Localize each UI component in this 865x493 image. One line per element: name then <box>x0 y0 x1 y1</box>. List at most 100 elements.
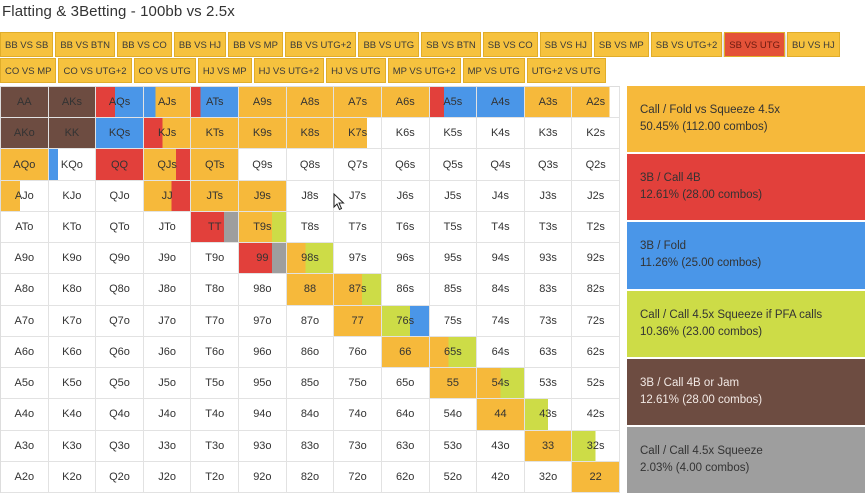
hand-cell-j8o[interactable]: J8o <box>143 274 192 306</box>
hand-cell-q5o[interactable]: Q5o <box>96 368 144 400</box>
hand-cell-k9s[interactable]: K9s <box>239 118 287 150</box>
tab-co-vs-mp[interactable]: CO VS MP <box>0 58 57 83</box>
hand-cell-42s[interactable]: 42s <box>572 399 620 431</box>
hand-cell-32o[interactable]: 32o <box>524 461 573 493</box>
hand-cell-62s[interactable]: 62s <box>572 336 620 369</box>
hand-cell-75o[interactable]: 75o <box>334 368 382 400</box>
hand-cell-kjo[interactable]: KJo <box>48 180 97 212</box>
hand-cell-k5s[interactable]: K5s <box>429 118 478 150</box>
hand-cell-63o[interactable]: 63o <box>381 430 430 462</box>
hand-cell-t9o[interactable]: T9o <box>191 243 240 275</box>
hand-cell-j3o[interactable]: J3o <box>143 430 192 462</box>
hand-cell-j9s[interactable]: J9s <box>239 180 287 212</box>
hand-cell-t6s[interactable]: T6s <box>381 211 430 244</box>
hand-cell-55[interactable]: 55 <box>429 368 478 400</box>
hand-cell-73s[interactable]: 73s <box>524 305 573 337</box>
hand-cell-94o[interactable]: 94o <box>239 399 287 431</box>
hand-cell-76s[interactable]: 76s <box>381 305 430 337</box>
hand-cell-q8o[interactable]: Q8o <box>96 274 144 306</box>
hand-cell-t6o[interactable]: T6o <box>191 336 240 369</box>
hand-cell-jts[interactable]: JTs <box>191 180 240 212</box>
hand-cell-jj[interactable]: JJ <box>143 180 192 212</box>
hand-cell-53s[interactable]: 53s <box>524 368 573 400</box>
hand-cell-q5s[interactable]: Q5s <box>429 149 478 181</box>
hand-cell-88[interactable]: 88 <box>286 274 335 306</box>
hand-cell-97s[interactable]: 97s <box>334 243 382 275</box>
hand-cell-86s[interactable]: 86s <box>381 274 430 306</box>
hand-cell-95s[interactable]: 95s <box>429 243 478 275</box>
tab-hj-vs-mp[interactable]: HJ VS MP <box>197 58 252 83</box>
hand-cell-j6s[interactable]: J6s <box>381 180 430 212</box>
hand-cell-93o[interactable]: 93o <box>239 430 287 462</box>
tab-hj-vs-utgplus2[interactable]: HJ VS UTG+2 <box>253 58 325 83</box>
hand-cell-a9s[interactable]: A9s <box>239 87 287 119</box>
hand-cell-t8s[interactable]: T8s <box>286 211 335 244</box>
hand-cell-j2o[interactable]: J2o <box>143 461 192 493</box>
hand-cell-aa[interactable]: AA <box>1 87 49 119</box>
hand-cell-ajo[interactable]: AJo <box>1 180 49 212</box>
hand-cell-a3s[interactable]: A3s <box>524 87 573 119</box>
hand-cell-63s[interactable]: 63s <box>524 336 573 369</box>
tab-bb-vs-sb[interactable]: BB VS SB <box>0 32 54 57</box>
hand-cell-j2s[interactable]: J2s <box>572 180 620 212</box>
tab-sb-vs-co[interactable]: SB VS CO <box>482 32 538 57</box>
hand-cell-43o[interactable]: 43o <box>477 430 525 462</box>
hand-cell-98s[interactable]: 98s <box>286 243 335 275</box>
hand-cell-t2o[interactable]: T2o <box>191 461 240 493</box>
hand-cell-q9o[interactable]: Q9o <box>96 243 144 275</box>
hand-cell-q8s[interactable]: Q8s <box>286 149 335 181</box>
hand-cell-66[interactable]: 66 <box>381 336 430 369</box>
hand-cell-32s[interactable]: 32s <box>572 430 620 462</box>
hand-cell-aqs[interactable]: AQs <box>96 87 144 119</box>
hand-cell-q6s[interactable]: Q6s <box>381 149 430 181</box>
hand-cell-83o[interactable]: 83o <box>286 430 335 462</box>
hand-cell-53o[interactable]: 53o <box>429 430 478 462</box>
hand-cell-q3o[interactable]: Q3o <box>96 430 144 462</box>
hand-cell-q6o[interactable]: Q6o <box>96 336 144 369</box>
hand-cell-q7s[interactable]: Q7s <box>334 149 382 181</box>
hand-cell-a7o[interactable]: A7o <box>1 305 49 337</box>
hand-cell-22[interactable]: 22 <box>572 461 620 493</box>
hand-cell-j6o[interactable]: J6o <box>143 336 192 369</box>
hand-cell-a8o[interactable]: A8o <box>1 274 49 306</box>
hand-cell-86o[interactable]: 86o <box>286 336 335 369</box>
tab-mp-vs-utgplus2[interactable]: MP VS UTG+2 <box>387 58 461 83</box>
hand-cell-95o[interactable]: 95o <box>239 368 287 400</box>
hand-cell-j4o[interactable]: J4o <box>143 399 192 431</box>
hand-cell-q3s[interactable]: Q3s <box>524 149 573 181</box>
hand-cell-q9s[interactable]: Q9s <box>239 149 287 181</box>
hand-cell-42o[interactable]: 42o <box>477 461 525 493</box>
hand-cell-84o[interactable]: 84o <box>286 399 335 431</box>
hand-cell-j7o[interactable]: J7o <box>143 305 192 337</box>
hand-cell-44[interactable]: 44 <box>477 399 525 431</box>
hand-cell-54o[interactable]: 54o <box>429 399 478 431</box>
tab-sb-vs-utgplus2[interactable]: SB VS UTG+2 <box>650 32 723 57</box>
hand-cell-64o[interactable]: 64o <box>381 399 430 431</box>
hand-cell-87o[interactable]: 87o <box>286 305 335 337</box>
hand-cell-ako[interactable]: AKo <box>1 118 49 150</box>
tab-sb-vs-mp[interactable]: SB VS MP <box>593 32 649 57</box>
hand-cell-kjs[interactable]: KJs <box>143 118 192 150</box>
tab-bb-vs-utg[interactable]: BB VS UTG <box>358 32 420 57</box>
hand-cell-k2s[interactable]: K2s <box>572 118 620 150</box>
hand-cell-k8o[interactable]: K8o <box>48 274 97 306</box>
tab-bb-vs-btn[interactable]: BB VS BTN <box>55 32 115 57</box>
hand-cell-93s[interactable]: 93s <box>524 243 573 275</box>
hand-cell-kk[interactable]: KK <box>48 118 97 150</box>
hand-cell-t5s[interactable]: T5s <box>429 211 478 244</box>
tab-sb-vs-btn[interactable]: SB VS BTN <box>421 32 481 57</box>
hand-cell-k6o[interactable]: K6o <box>48 336 97 369</box>
hand-cell-k4s[interactable]: K4s <box>477 118 525 150</box>
hand-cell-52o[interactable]: 52o <box>429 461 478 493</box>
hand-cell-52s[interactable]: 52s <box>572 368 620 400</box>
tab-bb-vs-co[interactable]: BB VS CO <box>116 32 172 57</box>
hand-cell-jto[interactable]: JTo <box>143 211 192 244</box>
hand-cell-43s[interactable]: 43s <box>524 399 573 431</box>
hand-cell-62o[interactable]: 62o <box>381 461 430 493</box>
hand-cell-ajs[interactable]: AJs <box>143 87 192 119</box>
hand-cell-84s[interactable]: 84s <box>477 274 525 306</box>
hand-cell-ats[interactable]: ATs <box>191 87 240 119</box>
hand-cell-96o[interactable]: 96o <box>239 336 287 369</box>
hand-cell-k7s[interactable]: K7s <box>334 118 382 150</box>
hand-cell-99[interactable]: 99 <box>239 243 287 275</box>
